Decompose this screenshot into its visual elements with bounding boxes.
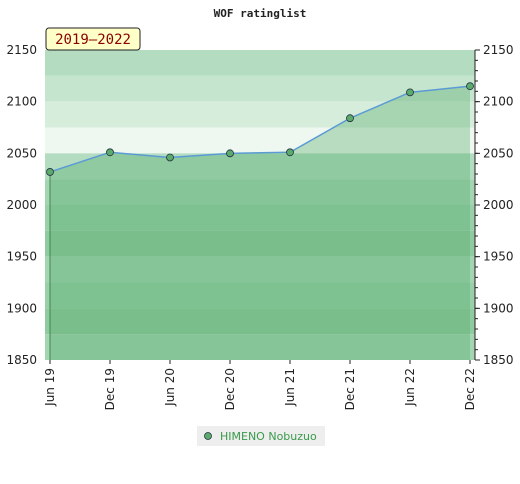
band (45, 282, 475, 309)
marker (106, 148, 114, 157)
x-tick-label: Dec 20 (223, 368, 237, 410)
x-tick-label: Jun 19 (43, 368, 57, 407)
x-tick-label: Jun 22 (403, 368, 417, 407)
legend-box (197, 426, 325, 446)
marker (466, 82, 474, 91)
band (45, 205, 475, 231)
band (45, 230, 475, 257)
band (45, 101, 475, 128)
y-tick-label: 1900 (6, 301, 37, 315)
x-tick-label: Dec 22 (463, 368, 477, 410)
chart-title: WOF ratinglist (214, 7, 307, 20)
band (45, 179, 475, 205)
y2-tick-label: 1950 (483, 250, 514, 264)
y2-tick-label: 1850 (483, 353, 514, 367)
band (45, 308, 475, 335)
legend-label: HIMENO Nobuzuo (220, 430, 317, 443)
band (45, 50, 475, 76)
band (45, 75, 475, 102)
badge-box (45, 27, 141, 51)
marker (346, 114, 354, 123)
x-tick-label: Dec 19 (103, 368, 117, 410)
x-tick-label: Dec 21 (343, 368, 357, 410)
marker (406, 88, 414, 97)
band (45, 153, 475, 180)
background-bands (45, 50, 475, 360)
y-tick-label: 1950 (6, 250, 37, 264)
y2-tick-label: 2000 (483, 198, 514, 212)
y2-tick-label: 2050 (483, 146, 514, 160)
y-tick-label: 2000 (6, 198, 37, 212)
marker (286, 148, 294, 157)
band (45, 334, 475, 360)
plot (46, 82, 474, 361)
y2-tick-label: 1900 (483, 301, 514, 315)
badge: 2019–2022 (55, 32, 131, 48)
marker (46, 168, 54, 176)
marker (166, 153, 174, 162)
y-tick-label: 2050 (6, 146, 37, 160)
y-tick-label: 2150 (6, 43, 37, 57)
x-tick-label: Jun 21 (283, 368, 297, 407)
band (45, 127, 475, 154)
legend-marker (204, 432, 212, 440)
y-tick-label: 2100 (6, 95, 37, 109)
line (49, 85, 471, 173)
y-tick-label: 1850 (6, 353, 37, 367)
marker (226, 149, 234, 158)
x-tick-label: Jun 20 (163, 368, 177, 407)
band (45, 256, 475, 283)
area (50, 86, 470, 361)
y2-tick-label: 2100 (483, 95, 514, 109)
y2-tick-label: 2150 (483, 43, 514, 57)
